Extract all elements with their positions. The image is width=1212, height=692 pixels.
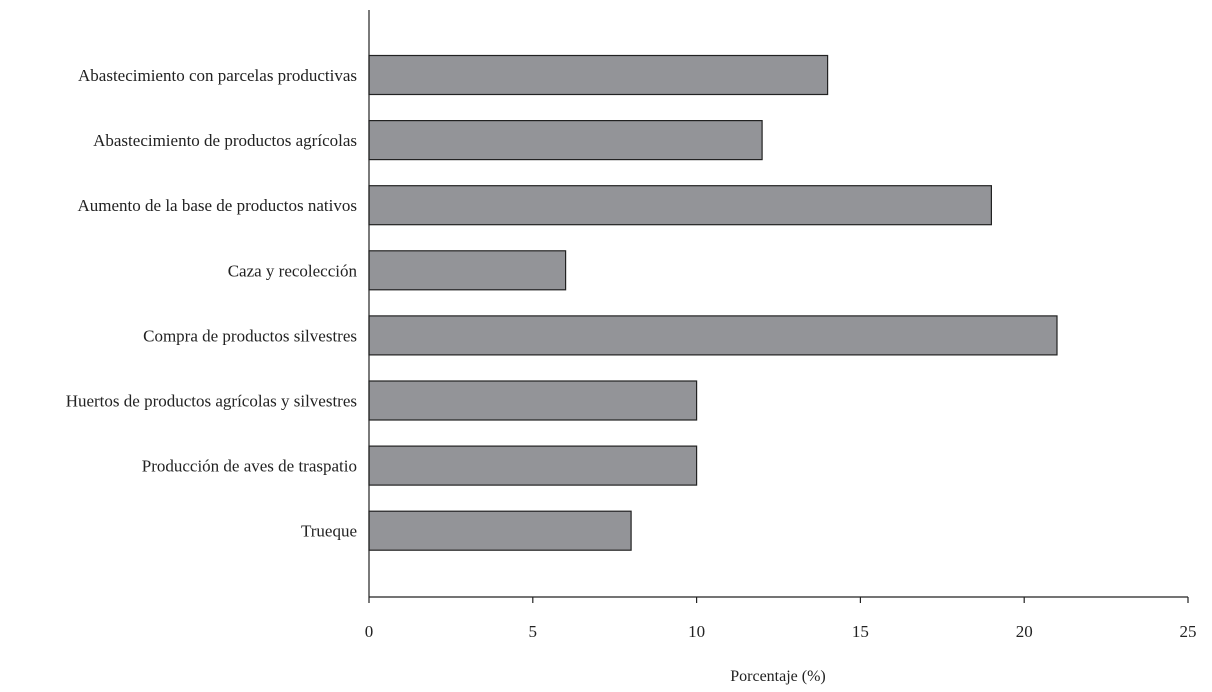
category-label-5: Compra de productos silvestres <box>143 326 357 345</box>
bar-4 <box>368 250 567 291</box>
bar-2 <box>368 119 763 161</box>
bar-8 <box>368 510 632 551</box>
category-label-1: Abastecimiento con parcelas productivas <box>78 66 357 85</box>
bar-1 <box>368 54 829 96</box>
x-axis-title: Porcentaje (%) <box>730 668 826 685</box>
x-tick-label-10: 10 <box>688 622 705 641</box>
category-label-2: Abastecimiento de productos agrícolas <box>93 131 357 150</box>
x-tick-label-5: 5 <box>529 622 538 641</box>
x-tick-label-25: 25 <box>1180 622 1197 641</box>
category-label-6: Huertos de productos agrícolas y silvest… <box>66 392 357 411</box>
category-label-3: Aumento de la base de productos nativos <box>78 196 358 215</box>
category-label-4: Caza y recolección <box>228 261 358 280</box>
x-tick-label-0: 0 <box>365 622 374 641</box>
category-label-7: Producción de aves de traspatio <box>142 457 357 476</box>
axes <box>368 10 1188 598</box>
bar-3 <box>368 185 993 226</box>
x-tick-label-20: 20 <box>1016 622 1033 641</box>
bar-7 <box>368 445 698 486</box>
bar-5 <box>368 315 1058 356</box>
bar-6 <box>368 380 698 421</box>
x-tick-label-15: 15 <box>852 622 869 641</box>
category-label-8: Trueque <box>301 522 357 541</box>
category-labels: Abastecimiento con parcelas productivas A… <box>66 66 358 541</box>
bars-layer <box>368 54 1058 551</box>
x-axis-ticks: 0 5 10 15 20 25 <box>365 597 1197 641</box>
